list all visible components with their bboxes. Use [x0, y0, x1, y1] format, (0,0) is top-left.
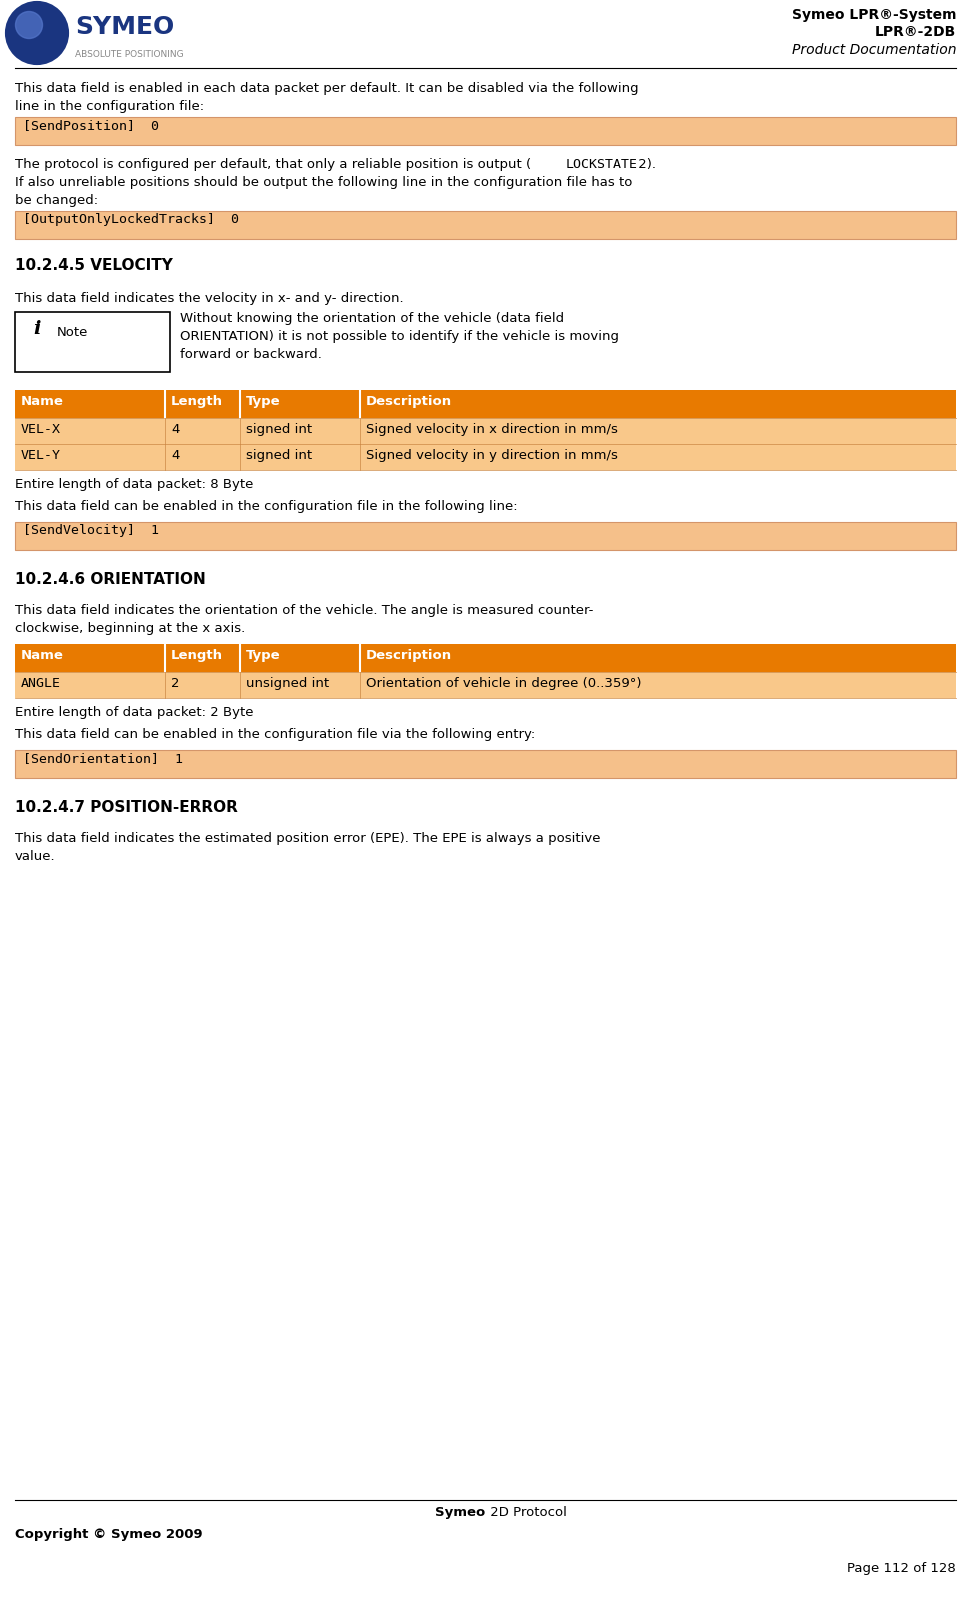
- Text: LOCKSTATE: LOCKSTATE: [566, 158, 638, 171]
- Bar: [15, 444, 956, 470]
- Text: i: i: [33, 320, 41, 339]
- Text: [SendPosition]  0: [SendPosition] 0: [23, 118, 159, 133]
- Text: Copyright © Symeo 2009: Copyright © Symeo 2009: [15, 1528, 203, 1540]
- Text: This data field can be enabled in the configuration file in the following line:: This data field can be enabled in the co…: [15, 500, 518, 513]
- Text: unsigned int: unsigned int: [246, 678, 329, 690]
- Text: LPR®-2DB: LPR®-2DB: [875, 26, 956, 38]
- Text: Note: Note: [57, 326, 88, 339]
- Text: ANGLE: ANGLE: [21, 678, 61, 690]
- Text: 2D Protocol: 2D Protocol: [486, 1505, 566, 1520]
- Text: be changed:: be changed:: [15, 193, 98, 208]
- Text: Description: Description: [366, 649, 452, 662]
- Text: [OutputOnlyLockedTracks]  0: [OutputOnlyLockedTracks] 0: [23, 213, 239, 225]
- Text: This data field can be enabled in the configuration file via the following entry: This data field can be enabled in the co…: [15, 729, 535, 741]
- Text: Type: Type: [246, 395, 281, 407]
- Text: Entire length of data packet: 2 Byte: Entire length of data packet: 2 Byte: [15, 706, 253, 719]
- Text: VEL-X: VEL-X: [21, 423, 61, 436]
- Text: Name: Name: [21, 649, 64, 662]
- Text: SYMEO: SYMEO: [75, 14, 174, 38]
- Bar: [15, 673, 956, 698]
- Text: This data field indicates the velocity in x- and y- direction.: This data field indicates the velocity i…: [15, 292, 404, 305]
- Text: Length: Length: [171, 649, 223, 662]
- Text: This data field is enabled in each data packet per default. It can be disabled v: This data field is enabled in each data …: [15, 81, 639, 94]
- Text: Orientation of vehicle in degree (0..359°): Orientation of vehicle in degree (0..359…: [366, 678, 642, 690]
- Text: signed int: signed int: [246, 449, 312, 462]
- Text: 2).: 2).: [634, 158, 656, 171]
- Text: Page 112 of 128: Page 112 of 128: [848, 1561, 956, 1576]
- Text: [SendVelocity]  1: [SendVelocity] 1: [23, 524, 159, 537]
- Bar: [15, 390, 956, 419]
- Text: 4: 4: [171, 423, 180, 436]
- Circle shape: [7, 3, 67, 62]
- Text: ABSOLUTE POSITIONING: ABSOLUTE POSITIONING: [75, 50, 184, 59]
- Bar: [15, 312, 170, 372]
- Text: The protocol is configured per default, that only a reliable position is output : The protocol is configured per default, …: [15, 158, 531, 171]
- Text: ORIENTATION) it is not possible to identify if the vehicle is moving: ORIENTATION) it is not possible to ident…: [180, 331, 619, 344]
- Text: 10.2.4.6 ORIENTATION: 10.2.4.6 ORIENTATION: [15, 572, 206, 586]
- Text: Signed velocity in x direction in mm/s: Signed velocity in x direction in mm/s: [366, 423, 618, 436]
- Text: value.: value.: [15, 850, 55, 863]
- Text: VEL-Y: VEL-Y: [21, 449, 61, 462]
- Text: This data field indicates the estimated position error (EPE). The EPE is always : This data field indicates the estimated …: [15, 833, 600, 845]
- Text: Entire length of data packet: 8 Byte: Entire length of data packet: 8 Byte: [15, 478, 253, 491]
- Text: 2: 2: [171, 678, 180, 690]
- Text: 10.2.4.7 POSITION-ERROR: 10.2.4.7 POSITION-ERROR: [15, 801, 238, 815]
- Bar: [15, 523, 956, 550]
- Text: forward or backward.: forward or backward.: [180, 348, 321, 361]
- Bar: [15, 117, 956, 145]
- Text: Product Documentation: Product Documentation: [791, 43, 956, 58]
- Text: Symeo: Symeo: [435, 1505, 486, 1520]
- Text: Symeo LPR®-System: Symeo LPR®-System: [791, 8, 956, 22]
- Text: Signed velocity in y direction in mm/s: Signed velocity in y direction in mm/s: [366, 449, 618, 462]
- Bar: [15, 644, 956, 673]
- Text: If also unreliable positions should be output the following line in the configur: If also unreliable positions should be o…: [15, 176, 632, 189]
- Text: 4: 4: [171, 449, 180, 462]
- Text: line in the configuration file:: line in the configuration file:: [15, 101, 204, 113]
- Circle shape: [16, 11, 43, 38]
- Text: Type: Type: [246, 649, 281, 662]
- Bar: [15, 211, 956, 240]
- Text: This data field indicates the orientation of the vehicle. The angle is measured : This data field indicates the orientatio…: [15, 604, 593, 617]
- Bar: [15, 749, 956, 778]
- Text: Length: Length: [171, 395, 223, 407]
- Text: Name: Name: [21, 395, 64, 407]
- Bar: [15, 419, 956, 444]
- Text: 10.2.4.5 VELOCITY: 10.2.4.5 VELOCITY: [15, 257, 173, 273]
- Text: [SendOrientation]  1: [SendOrientation] 1: [23, 753, 183, 765]
- Text: Without knowing the orientation of the vehicle (data field: Without knowing the orientation of the v…: [180, 312, 564, 324]
- Text: clockwise, beginning at the x axis.: clockwise, beginning at the x axis.: [15, 622, 246, 634]
- Text: Description: Description: [366, 395, 452, 407]
- Text: signed int: signed int: [246, 423, 312, 436]
